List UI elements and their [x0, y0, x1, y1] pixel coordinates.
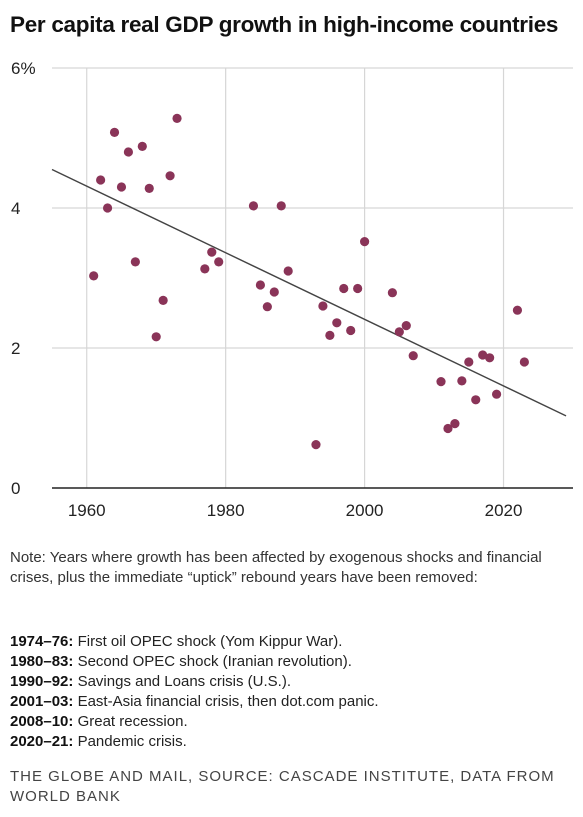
crisis-item: 1990–92: Savings and Loans crisis (U.S.)… — [10, 672, 575, 692]
data-point — [394, 327, 404, 337]
data-point — [165, 171, 175, 181]
data-point — [457, 376, 467, 386]
data-point — [172, 113, 182, 123]
data-point — [360, 237, 370, 247]
scatter-chart: 0 2 4 6% 1960 1980 2000 2020 — [11, 59, 573, 520]
crisis-item: 2020–21: Pandemic crisis. — [10, 732, 575, 752]
data-point — [387, 288, 397, 298]
crisis-years: 2008–10: — [10, 713, 74, 730]
crisis-years: 1980–83: — [10, 653, 74, 670]
crisis-description: First oil OPEC shock (Yom Kippur War). — [73, 633, 343, 650]
crisis-description: Savings and Loans crisis (U.S.). — [73, 673, 291, 690]
data-point — [207, 247, 217, 257]
data-point — [116, 182, 127, 192]
data-point — [123, 147, 134, 157]
note-text: Note: Years where growth has been affect… — [10, 549, 542, 586]
data-point — [144, 183, 154, 193]
chart-title: Per capita real GDP growth in high-incom… — [10, 12, 559, 37]
data-point — [332, 318, 342, 328]
x-tick-label: 2000 — [346, 501, 384, 520]
crisis-item: 1974–76: First oil OPEC shock (Yom Kippu… — [10, 632, 575, 652]
x-tick-label: 2020 — [485, 501, 523, 520]
notes: Note: Years where growth has been affect… — [10, 548, 570, 588]
data-point — [464, 357, 474, 367]
crisis-years: 2020–21: — [10, 733, 74, 750]
crisis-description: Great recession. — [73, 713, 188, 730]
data-point — [450, 419, 460, 429]
data-point — [311, 440, 321, 450]
data-point — [408, 351, 418, 361]
crisis-description: Second OPEC shock (Iranian revolution). — [73, 653, 352, 670]
data-point — [339, 283, 349, 294]
crisis-description: East-Asia financial crisis, then dot.com… — [73, 693, 379, 710]
data-point — [478, 350, 488, 360]
crisis-item: 1980–83: Second OPEC shock (Iranian revo… — [10, 652, 575, 672]
data-point — [346, 325, 356, 336]
data-point — [96, 175, 106, 185]
crisis-years: 1974–76: — [10, 633, 74, 650]
y-tick-label: 2 — [11, 339, 20, 358]
data-point — [276, 201, 286, 211]
data-point — [512, 305, 523, 315]
data-point — [214, 257, 224, 267]
crisis-item: 2001–03: East-Asia financial crisis, the… — [10, 692, 575, 712]
x-tick-label: 1960 — [68, 501, 106, 520]
y-tick-label: 6% — [11, 59, 36, 78]
data-point — [200, 264, 210, 274]
data-point — [283, 266, 293, 276]
data-point — [325, 330, 335, 340]
data-point — [519, 357, 529, 367]
data-point — [137, 141, 147, 151]
data-point — [491, 389, 502, 399]
data-point — [130, 257, 140, 267]
data-point — [262, 302, 272, 312]
data-point — [318, 301, 328, 311]
crisis-description: Pandemic crisis. — [73, 733, 187, 750]
crisis-list: 1974–76: First oil OPEC shock (Yom Kippu… — [10, 632, 575, 752]
data-point — [269, 287, 279, 297]
data-point — [255, 280, 265, 290]
data-point — [158, 295, 168, 305]
data-point — [436, 377, 446, 387]
x-tick-label: 1980 — [207, 501, 245, 520]
crisis-item: 2008–10: Great recession. — [10, 712, 575, 732]
data-point — [109, 127, 120, 137]
data-point — [248, 201, 259, 211]
y-tick-label: 4 — [11, 199, 20, 218]
crisis-years: 1990–92: — [10, 673, 74, 690]
crisis-years: 2001–03: — [10, 693, 74, 710]
data-point — [89, 271, 99, 281]
data-point — [443, 423, 453, 434]
data-point — [471, 395, 481, 405]
data-point — [401, 321, 411, 331]
source-credit: THE GLOBE AND MAIL, SOURCE: CASCADE INST… — [10, 768, 555, 805]
data-point — [102, 203, 113, 213]
y-tick-label: 0 — [11, 479, 20, 498]
trendline — [51, 168, 567, 417]
data-point — [353, 283, 363, 294]
data-point — [151, 332, 161, 342]
data-point — [485, 353, 495, 363]
